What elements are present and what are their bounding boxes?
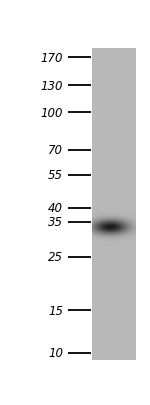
Text: 35: 35 — [48, 216, 63, 229]
Text: 100: 100 — [40, 107, 63, 119]
Text: 40: 40 — [48, 202, 63, 215]
Text: 170: 170 — [40, 51, 63, 64]
Text: 70: 70 — [48, 144, 63, 157]
Text: 10: 10 — [48, 346, 63, 359]
Text: 15: 15 — [48, 304, 63, 317]
Text: 55: 55 — [48, 169, 63, 182]
Text: 130: 130 — [40, 79, 63, 92]
Text: 25: 25 — [48, 251, 63, 264]
